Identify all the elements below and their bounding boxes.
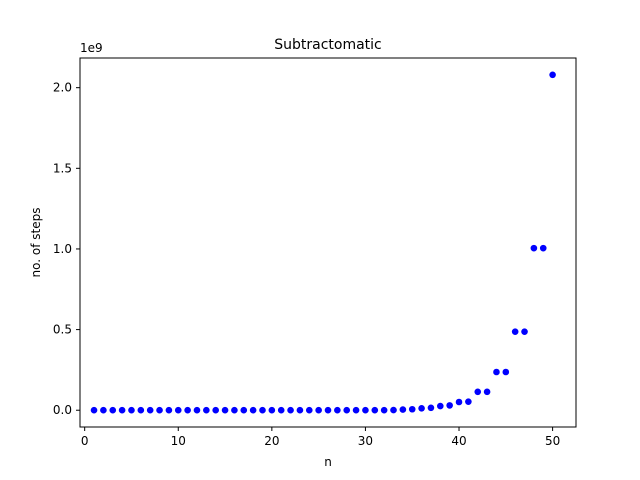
data-point — [399, 406, 407, 413]
data-point — [343, 406, 351, 414]
y-tick-label: 1.5 — [53, 161, 72, 175]
data-point — [137, 406, 145, 414]
data-point — [483, 388, 491, 396]
data-point — [249, 406, 257, 414]
data-point — [296, 406, 304, 414]
data-point — [474, 388, 482, 396]
data-point — [268, 406, 276, 414]
x-tick-label: 20 — [264, 434, 279, 448]
data-point — [128, 406, 135, 414]
data-point — [380, 406, 388, 414]
data-point — [539, 244, 547, 252]
data-point — [165, 406, 173, 414]
data-point — [362, 406, 369, 414]
data-point — [109, 406, 117, 414]
x-tick-label: 50 — [545, 434, 560, 448]
data-point — [324, 406, 332, 414]
data-point — [502, 368, 510, 376]
data-point — [521, 328, 528, 335]
plot-area — [79, 57, 577, 428]
chart-title: Subtractomatic — [274, 37, 382, 53]
y-tick-label: 1.0 — [53, 242, 72, 256]
y-axis-ticks: 0.0 0.5 1.0 1.5 2.0 — [53, 81, 80, 417]
data-points — [90, 71, 556, 414]
data-point — [184, 406, 191, 414]
data-point — [408, 405, 416, 413]
data-point — [493, 368, 500, 376]
data-point — [156, 406, 163, 414]
data-point — [446, 402, 453, 409]
plot-frame — [79, 57, 577, 428]
y-tick-label: 0.5 — [53, 323, 72, 337]
data-point — [334, 406, 341, 414]
data-point — [418, 404, 425, 412]
y-tick-label: 2.0 — [53, 81, 72, 95]
data-point — [231, 406, 238, 414]
data-point — [287, 406, 294, 414]
y-tick-label: 0.0 — [53, 403, 72, 417]
data-point — [221, 406, 229, 414]
x-axis-ticks: 0 10 20 30 40 50 — [81, 427, 560, 448]
x-tick-label: 30 — [358, 434, 373, 448]
data-point — [437, 402, 444, 410]
x-tick-label: 40 — [451, 434, 466, 448]
data-point — [455, 398, 463, 406]
data-point — [511, 328, 519, 335]
x-tick-label: 10 — [171, 434, 186, 448]
data-point — [100, 406, 107, 414]
data-point — [465, 398, 472, 405]
data-point — [277, 406, 285, 414]
data-point — [390, 406, 397, 414]
data-point — [203, 406, 210, 414]
data-point — [371, 406, 379, 414]
data-point — [427, 404, 435, 412]
y-offset-label: 1e9 — [80, 41, 103, 55]
data-point — [549, 71, 556, 79]
data-point — [90, 406, 98, 414]
x-axis-label: n — [324, 455, 332, 469]
data-point — [146, 406, 154, 414]
y-axis-label: no. of steps — [29, 208, 43, 278]
data-point — [240, 406, 248, 414]
data-point — [193, 406, 201, 414]
data-point — [174, 406, 182, 414]
data-point — [530, 244, 538, 252]
data-point — [259, 406, 266, 414]
data-point — [352, 406, 360, 414]
data-point — [118, 406, 126, 414]
data-point — [315, 406, 322, 414]
data-point — [305, 406, 313, 414]
data-point — [212, 406, 219, 414]
x-tick-label: 0 — [81, 434, 89, 448]
